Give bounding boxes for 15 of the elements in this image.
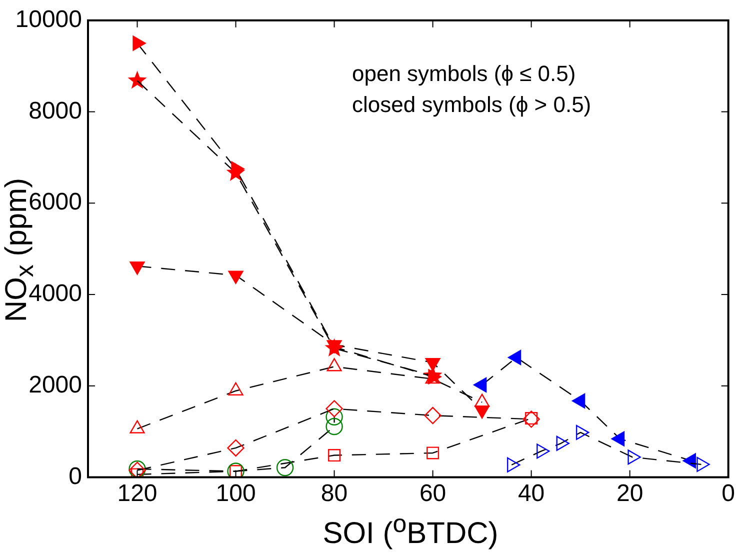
x-tick-label: 100 — [216, 480, 256, 508]
y-tick-label: 8000 — [28, 97, 82, 124]
x-tick-label: 80 — [320, 480, 348, 508]
x-tick-label: 0 — [722, 480, 736, 508]
x-tick-label: 60 — [419, 480, 446, 508]
x-tick-label: 120 — [117, 480, 158, 508]
y-tick-label: 0 — [68, 462, 82, 490]
x-axis-title: SOI ($^{o}$BTDC) — [322, 510, 500, 551]
y-tick-label: 10000 — [15, 6, 82, 34]
x-tick-label: 20 — [616, 480, 644, 508]
x-tick-label: 40 — [518, 480, 545, 508]
y-tick-label: 4000 — [28, 280, 82, 308]
annotation: closed symbols (ϕ > 0.5) — [352, 91, 592, 119]
y-tick-label: 2000 — [28, 371, 82, 398]
annotation: open symbols (ϕ ≤ 0.5) — [352, 60, 577, 88]
